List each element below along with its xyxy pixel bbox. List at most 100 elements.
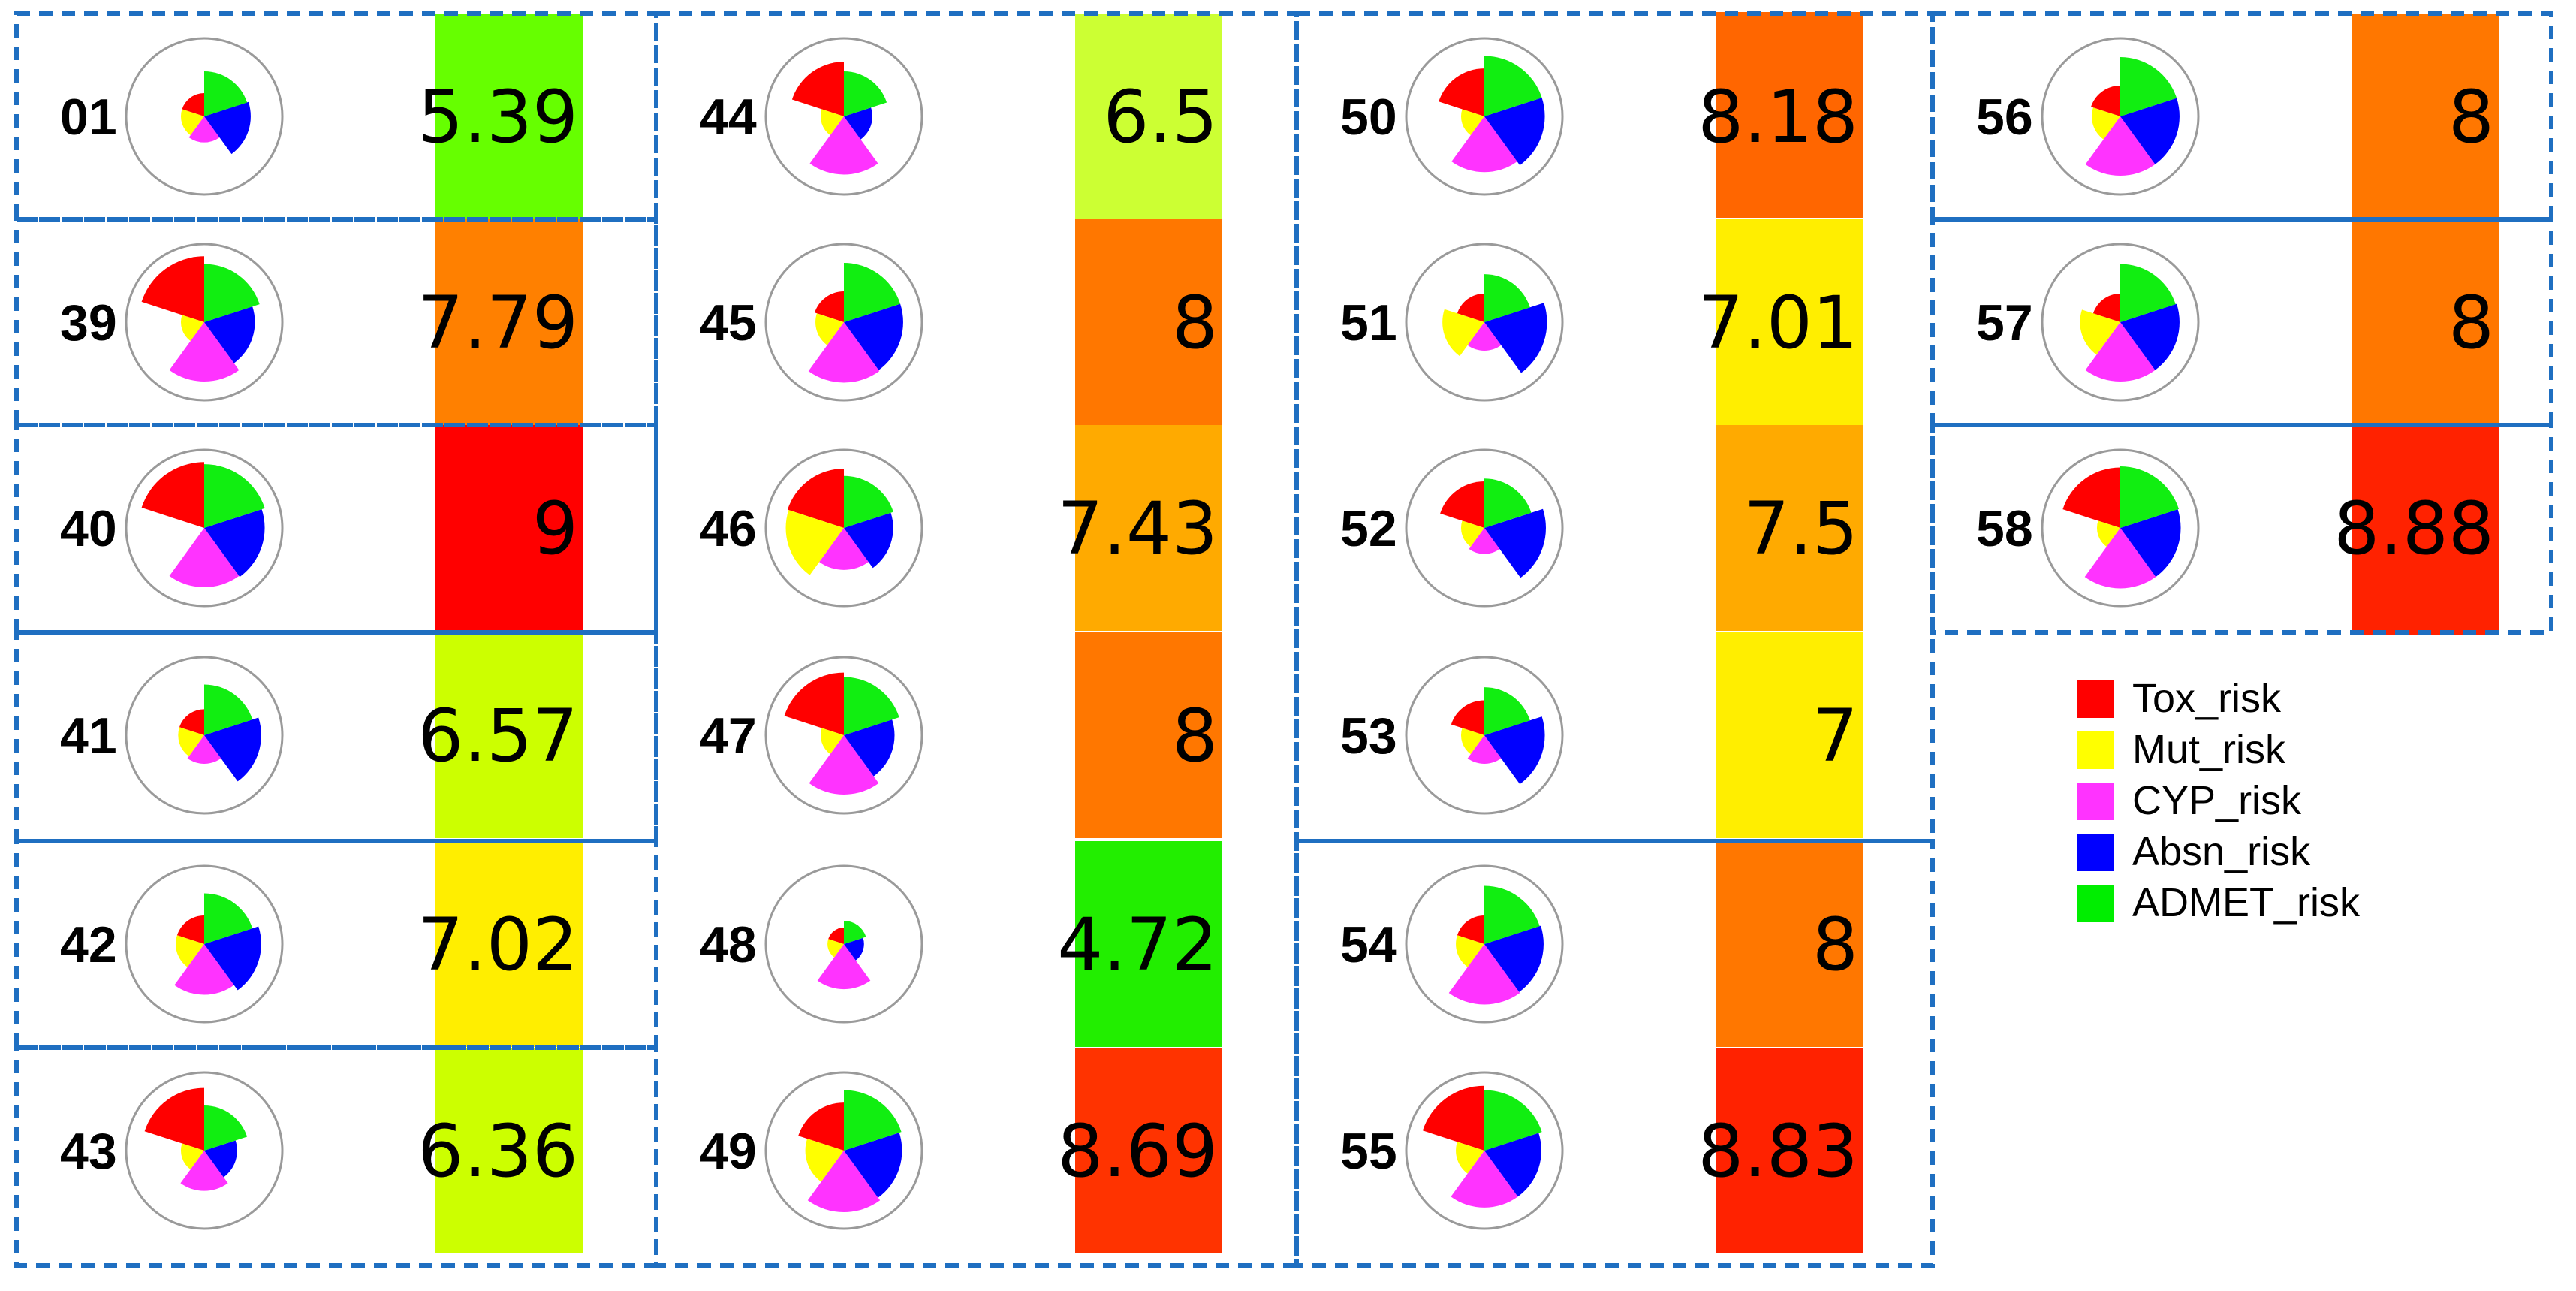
tox-risk-wedge (2091, 85, 2120, 116)
compound-cell: 53 7 (1340, 632, 1863, 838)
compound-id: 50 (1340, 89, 1397, 146)
compound-id: 53 (1340, 707, 1397, 765)
admet-risk-wedge (1484, 687, 1530, 735)
compound-cell: 42 7.02 (60, 841, 583, 1047)
tox-risk-wedge (1451, 700, 1484, 735)
cyp-risk-wedge (2085, 322, 2156, 382)
admet-legend-swatch (2077, 885, 2114, 922)
absn-risk-wedge (844, 1133, 902, 1198)
tox-risk-wedge (815, 291, 844, 322)
score-label: 4.72 (1057, 903, 1218, 987)
absn-risk-wedge (204, 509, 265, 578)
score-bar (1075, 1048, 1222, 1253)
tox-risk-wedge (144, 1087, 204, 1151)
absn-risk-wedge (204, 717, 261, 782)
score-label: 9 (532, 487, 578, 571)
absn-risk-wedge (1484, 1133, 1541, 1197)
score-bar (1075, 632, 1222, 838)
cyp-risk-wedge (809, 735, 879, 795)
score-label: 8 (2448, 281, 2494, 365)
admet-risk-wedge (1484, 56, 1542, 116)
compound-id: 44 (700, 89, 757, 146)
score-label: 8 (1172, 281, 1218, 365)
compound-id: 55 (1340, 1123, 1397, 1180)
score-label: 8.83 (1698, 1109, 1858, 1193)
legend: Tox_risk Mut_risk CYP_risk Absn_risk ADMET_r… (2077, 676, 2361, 925)
score-bar (1075, 841, 1222, 1047)
score-label: 8.69 (1057, 1109, 1218, 1193)
compound-cell: 45 8 (700, 219, 1222, 425)
admet-risk-wedge (1484, 1090, 1542, 1151)
admet-risk-wedge (204, 264, 260, 322)
compound-id: 01 (60, 89, 117, 146)
tox-risk-wedge (141, 256, 204, 322)
cyp-risk-wedge (2084, 528, 2156, 589)
absn-risk-wedge (204, 926, 261, 991)
cyp-risk-wedge (1448, 944, 1520, 1005)
score-bar (1075, 425, 1222, 631)
absn-risk-wedge (1484, 925, 1544, 992)
admet-risk-wedge (844, 71, 887, 116)
admet-risk-wedge (844, 475, 893, 528)
admet-risk-wedge (844, 1090, 902, 1151)
tox-risk-wedge (1457, 915, 1484, 944)
cyp-risk-wedge (1469, 528, 1500, 554)
cyp-risk-wedge (188, 116, 220, 143)
group-frame (1930, 217, 2553, 427)
absn-risk-wedge (844, 937, 864, 961)
tox-risk-wedge (1457, 294, 1484, 322)
cyp-risk-wedge (2085, 116, 2156, 176)
score-bar (435, 1048, 583, 1253)
score-bar (435, 219, 583, 425)
cyp-legend-swatch (2077, 783, 2114, 820)
admet-risk-wedge (1484, 478, 1532, 528)
absn-legend-swatch (2077, 834, 2114, 871)
score-bar (1716, 219, 1863, 425)
score-label: 8.18 (1698, 75, 1858, 159)
score-label: 8 (1812, 903, 1858, 987)
group-frame (14, 217, 658, 427)
mut-risk-wedge (1442, 309, 1484, 357)
mut-risk-wedge (2096, 520, 2120, 547)
tox-legend-label: Tox_risk (2132, 676, 2282, 721)
cyp-risk-wedge (808, 322, 880, 383)
cyp-risk-wedge (169, 322, 240, 382)
group-frames (14, 11, 2553, 1268)
compound-cell: 40 9 (60, 425, 583, 631)
cyp-risk-wedge (809, 116, 878, 175)
mut-risk-wedge (176, 935, 204, 967)
compound-id: 45 (700, 294, 757, 351)
absn-risk-wedge (1484, 303, 1547, 373)
mut-risk-wedge (1460, 520, 1484, 547)
mut-risk-wedge (1456, 1142, 1484, 1174)
absn-risk-wedge (844, 512, 893, 569)
compound-cell: 57 8 (1976, 219, 2499, 425)
admet-risk-wedge (844, 921, 866, 944)
score-bar (1075, 14, 1222, 219)
compound-cell: 44 6.5 (700, 14, 1222, 219)
absn-risk-wedge (204, 1140, 237, 1178)
score-label: 7.5 (1743, 487, 1858, 571)
absn-risk-wedge (2120, 303, 2180, 370)
tox-risk-wedge (176, 915, 204, 944)
admet-risk-wedge (204, 893, 253, 944)
mut-risk-wedge (820, 728, 844, 755)
mut-legend-swatch (2077, 731, 2114, 769)
score-bar (1075, 219, 1222, 425)
score-bar (435, 14, 583, 219)
absn-risk-wedge (204, 101, 251, 155)
admet-risk-wedge (2120, 57, 2177, 116)
admet-risk-wedge (844, 263, 901, 322)
cyp-risk-wedge (817, 944, 871, 990)
compound-cell: 58 8.88 (1976, 425, 2499, 635)
tox-risk-wedge (784, 672, 844, 735)
score-bar (1716, 1048, 1863, 1253)
tox-risk-wedge (1422, 1085, 1484, 1151)
cyp-risk-wedge (187, 735, 221, 764)
mut-risk-wedge (180, 109, 204, 136)
score-label: 6.36 (417, 1109, 578, 1193)
compound-id: 41 (60, 707, 117, 765)
mut-risk-wedge (827, 939, 844, 958)
